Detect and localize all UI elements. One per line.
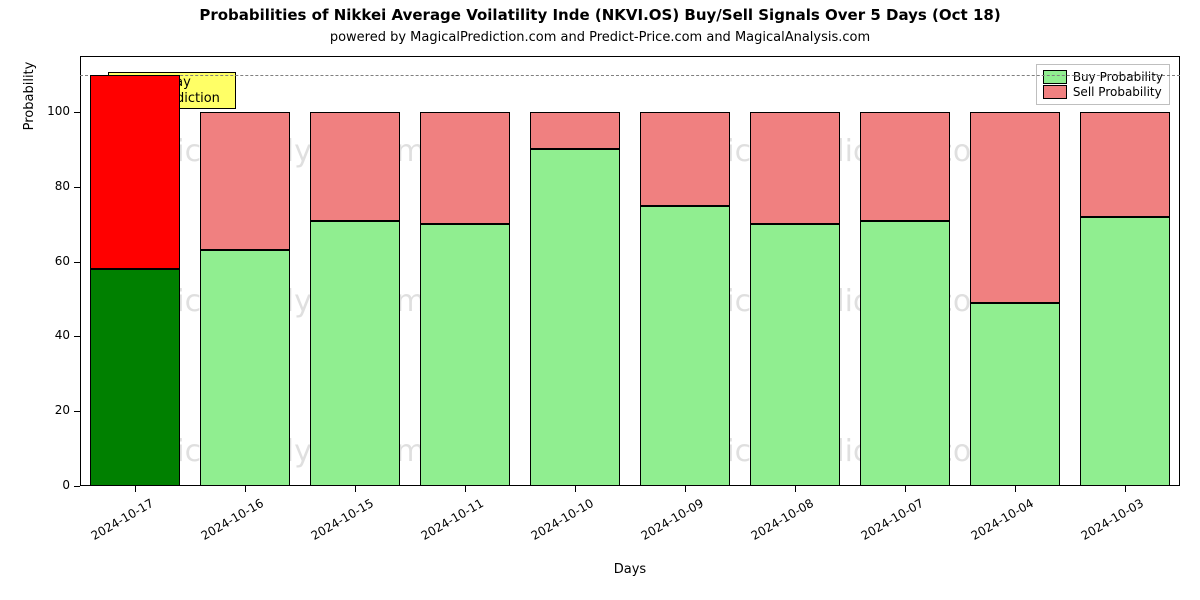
bar-sell [530,112,620,149]
chart-subtitle: powered by MagicalPrediction.com and Pre… [0,30,1200,45]
x-tick-label: 2024-10-17 [71,496,156,553]
legend-item: Buy Probability [1043,70,1163,84]
x-tick-label: 2024-10-07 [841,496,926,553]
bar-sell [750,112,840,224]
y-tick-mark [74,486,80,487]
x-tick-label: 2024-10-15 [291,496,376,553]
x-tick-label: 2024-10-08 [731,496,816,553]
legend-label: Buy Probability [1073,70,1163,84]
x-tick-mark [245,486,246,492]
x-tick-mark [1015,486,1016,492]
y-tick-mark [74,411,80,412]
bar-sell [640,112,730,205]
legend-swatch [1043,70,1067,84]
y-tick-label: 60 [30,254,70,268]
bar-buy [860,221,950,486]
x-tick-label: 2024-10-03 [1061,496,1146,553]
x-tick-label: 2024-10-04 [951,496,1036,553]
bar-sell [860,112,950,220]
bar-sell [420,112,510,224]
y-tick-mark [74,262,80,263]
bar-buy [90,269,180,486]
x-axis-label: Days [80,562,1180,577]
bar-buy [750,224,840,486]
bar-sell [1080,112,1170,217]
legend-swatch [1043,85,1067,99]
legend-label: Sell Probability [1073,85,1162,99]
bar-buy [200,250,290,486]
chart-title: Probabilities of Nikkei Average Voilatil… [0,6,1200,24]
y-tick-mark [74,187,80,188]
x-tick-mark [465,486,466,492]
x-tick-label: 2024-10-16 [181,496,266,553]
y-tick-label: 80 [30,179,70,193]
legend-item: Sell Probability [1043,85,1163,99]
x-tick-mark [685,486,686,492]
x-tick-mark [1125,486,1126,492]
x-tick-label: 2024-10-11 [401,496,486,553]
chart-container: Probabilities of Nikkei Average Voilatil… [0,0,1200,600]
y-tick-label: 40 [30,328,70,342]
x-tick-mark [355,486,356,492]
y-tick-label: 100 [30,104,70,118]
bar-buy [310,221,400,486]
x-tick-label: 2024-10-09 [621,496,706,553]
x-tick-mark [135,486,136,492]
x-tick-mark [905,486,906,492]
y-tick-label: 20 [30,403,70,417]
y-tick-mark [74,112,80,113]
bar-sell [90,75,180,269]
x-tick-mark [795,486,796,492]
bar-buy [530,149,620,486]
bar-buy [1080,217,1170,486]
x-tick-mark [575,486,576,492]
y-tick-label: 0 [30,478,70,492]
y-tick-mark [74,336,80,337]
reference-gridline [80,75,1180,76]
bar-buy [970,303,1060,486]
bar-sell [200,112,290,250]
bar-sell [310,112,400,220]
legend: Buy ProbabilitySell Probability [1036,64,1170,105]
x-tick-label: 2024-10-10 [511,496,596,553]
bar-sell [970,112,1060,303]
bar-buy [640,206,730,486]
bar-buy [420,224,510,486]
